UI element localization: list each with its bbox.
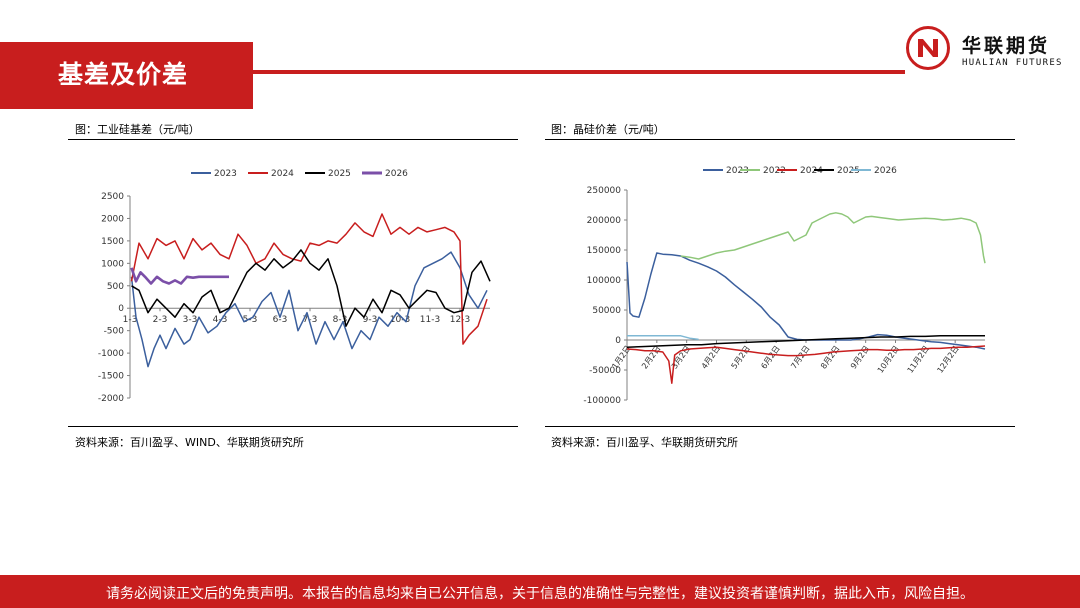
chart2-y-tick-label: 200000 [587, 216, 622, 226]
chart1-x-tick-label: 12-3 [450, 315, 470, 325]
chart2-legend-label: 2023 [726, 166, 749, 176]
chart1-y-tick-label: 2000 [101, 214, 124, 224]
chart1-y-tick-label: 2500 [101, 192, 124, 202]
chart1-x-tick-label: 5-3 [243, 315, 258, 325]
chart2-series-2022-line [680, 212, 986, 264]
chart2-svg: 250000 200000 150000 100000 50000 0 -50000 -100… [583, 166, 986, 406]
chart1-y-tick-label: 1000 [101, 259, 124, 269]
chart1-series-2026-line [130, 267, 229, 285]
chart2-top-rule [545, 139, 1015, 140]
title-underline [253, 70, 905, 74]
chart1-x-tick-label: 7-3 [303, 315, 318, 325]
logo-n-mark [918, 39, 938, 57]
chart2-x-tick-label: 8月2日 [819, 344, 841, 371]
page-title: 基差及价差 [58, 60, 189, 89]
chart2-y-tick-label: 150000 [587, 246, 622, 256]
chart1-series-2023-line [130, 251, 488, 368]
chart1-legend-item-2025: 2025 [305, 169, 351, 179]
chart1-x-tick-label: 3-3 [183, 315, 198, 325]
chart1-legend-label: 2023 [214, 169, 237, 179]
chart1-legend-item-2023: 2023 [191, 169, 237, 179]
title-bar [0, 42, 253, 109]
chart1-source: 资料来源：百川盈孚、WIND、华联期货研究所 [75, 436, 304, 449]
chart2-series-2026-line [627, 335, 699, 341]
chart2-legend-label: 2024 [800, 166, 823, 176]
chart1-x-tick-label: 11-3 [420, 315, 440, 325]
chart1-x-tick-label: 4-3 [213, 315, 228, 325]
chart1-series-2025-line [131, 249, 491, 327]
chart2-title: 图：晶硅价差（元/吨） [551, 123, 665, 136]
footer-disclaimer: 请务必阅读正文后的免责声明。本报告的信息均来自已公开信息，关于信息的准确性与完整… [106, 586, 974, 602]
chart1-x-tick-label: 8-3 [333, 315, 348, 325]
logo-text-en: HUALIAN FUTURES [962, 58, 1063, 68]
chart1-y-tick-label: -500 [104, 327, 125, 337]
chart2-legend-item-2024: 2024 [777, 166, 823, 176]
chart2-y-tick-label: 100000 [587, 276, 622, 286]
chart1-x-tick-label: 2-3 [153, 315, 168, 325]
chart2-source: 资料来源：百川盈孚、华联期货研究所 [551, 436, 738, 449]
chart1-y-tick-label: 500 [107, 282, 124, 292]
chart2-y-tick-label: -100000 [583, 396, 621, 406]
chart1-legend-label: 2025 [328, 169, 351, 179]
chart2-x-tick-label: 2月2日 [640, 344, 662, 371]
chart2-x-tick-label: 6月2日 [759, 344, 781, 371]
chart1-title: 图：工业硅基差（元/吨） [75, 123, 200, 136]
chart1-y-tick-label: -1000 [98, 349, 124, 359]
chart1-y-tick-label: -2000 [98, 394, 124, 404]
chart1-top-rule [68, 139, 518, 140]
chart2-legend-label: 2026 [874, 166, 897, 176]
chart1-legend-label: 2026 [385, 169, 408, 179]
chart2-x-tick-label: 1月2日 [610, 344, 632, 371]
chart1-x-tick-label: 10-3 [390, 315, 410, 325]
chart2-legend-item-2022: 2022 [740, 166, 786, 176]
chart2-legend-label: 2022 [763, 166, 786, 176]
chart1-y-tick-label: 0 [118, 304, 124, 314]
chart2-y-tick-label: 250000 [587, 186, 622, 196]
chart1-series-2024-line [130, 213, 488, 345]
chart1-svg: 2500 2000 1500 1000 500 0 -500 -1000 -1500 -2000 1… [98, 169, 491, 404]
chart1-x-tick-label: 1-3 [123, 315, 138, 325]
chart2-bottom-rule [545, 426, 1015, 427]
chart1-x-tick-label: 6-3 [273, 315, 288, 325]
chart1-bottom-rule [68, 426, 518, 427]
chart1-y-tick-label: 1500 [101, 237, 124, 247]
chart1-x-tick-label: 9-3 [363, 315, 378, 325]
chart1-legend-label: 2024 [271, 169, 294, 179]
chart2-series-2024-line [626, 345, 986, 384]
chart2-y-tick-label: -50000 [589, 366, 621, 376]
chart2-series-2025-line [626, 335, 985, 348]
chart2-legend-item-2023: 2023 [703, 166, 749, 176]
logo-text-cn: 华联期货 [962, 35, 1051, 57]
footer-bar [0, 575, 1080, 608]
chart2-legend-label: 2025 [837, 166, 860, 176]
chart2-x-tick-label: 9月2日 [849, 344, 871, 371]
chart2-series-2023-line [626, 252, 986, 350]
chart2-x-tick-label: 5月2日 [730, 344, 752, 371]
chart2-legend-item-2026: 2026 [851, 166, 897, 176]
hualian-logo-icon [906, 26, 950, 70]
chart2-x-tick-label: 10月2日 [876, 344, 901, 375]
chart2-legend-item-2025: 2025 [814, 166, 860, 176]
chart2-y-tick-label: 0 [615, 336, 621, 346]
chart1-y-tick-label: -1500 [98, 372, 124, 382]
chart1-legend-item-2024: 2024 [248, 169, 294, 179]
chart2-y-tick-label: 50000 [592, 306, 621, 316]
chart2-x-tick-label: 7月2日 [789, 344, 811, 371]
chart1-legend-item-2026: 2026 [362, 169, 408, 179]
